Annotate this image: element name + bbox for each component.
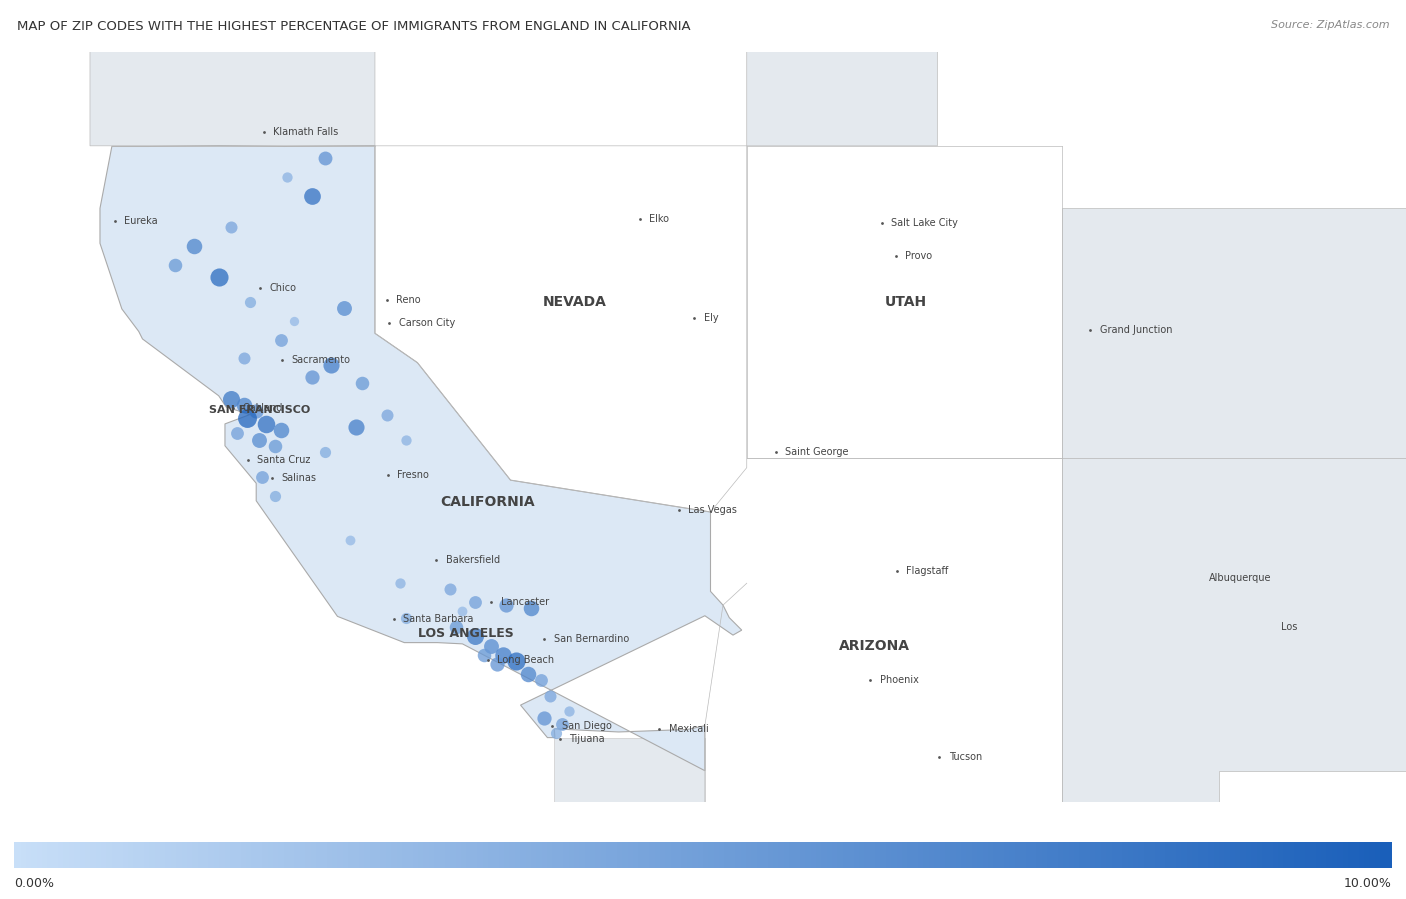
Point — [464, 629, 486, 644]
Point — [464, 595, 486, 610]
Point — [245, 405, 267, 419]
Text: CALIFORNIA: CALIFORNIA — [440, 495, 534, 509]
Point — [444, 619, 467, 634]
Text: Sacramento: Sacramento — [291, 354, 350, 364]
Point — [247, 432, 270, 447]
Text: MAP OF ZIP CODES WITH THE HIGHEST PERCENTAGE OF IMMIGRANTS FROM ENGLAND IN CALIF: MAP OF ZIP CODES WITH THE HIGHEST PERCEN… — [17, 20, 690, 32]
Point — [533, 710, 555, 725]
Point — [264, 488, 287, 503]
Text: San Bernardino: San Bernardino — [554, 634, 628, 644]
Text: Fresno: Fresno — [398, 469, 429, 479]
Point — [439, 583, 461, 597]
Point — [485, 657, 508, 672]
Point — [492, 648, 515, 663]
Point — [321, 357, 343, 371]
Text: Tucson: Tucson — [949, 752, 981, 762]
Point — [395, 432, 418, 447]
Text: Provo: Provo — [905, 252, 932, 262]
Point — [388, 576, 411, 591]
Point — [270, 423, 292, 437]
Text: Grand Junction: Grand Junction — [1099, 325, 1173, 334]
Point — [529, 673, 551, 688]
Point — [276, 170, 298, 184]
Text: Ely: Ely — [703, 313, 718, 323]
Text: Mexicali: Mexicali — [669, 725, 709, 734]
Point — [451, 604, 474, 619]
Text: Salt Lake City: Salt Lake City — [891, 218, 957, 228]
Text: Long Beach: Long Beach — [498, 655, 554, 665]
Point — [495, 598, 517, 612]
Text: Elko: Elko — [650, 214, 669, 224]
Point — [505, 654, 527, 669]
Point — [538, 689, 561, 703]
Point — [344, 420, 367, 434]
Point — [232, 352, 254, 366]
Point — [301, 189, 323, 203]
Point — [232, 398, 254, 413]
Point — [208, 270, 231, 284]
Point — [352, 376, 374, 390]
Text: LOS ANGELES: LOS ANGELES — [418, 627, 513, 640]
Text: Reno: Reno — [396, 295, 420, 305]
Point — [314, 151, 336, 165]
Text: Los: Los — [1281, 622, 1298, 632]
Text: Bakersfield: Bakersfield — [446, 555, 499, 565]
Text: NEVADA: NEVADA — [543, 295, 607, 309]
Text: Phoenix: Phoenix — [880, 675, 918, 685]
Text: Santa Barbara: Santa Barbara — [404, 615, 474, 625]
Polygon shape — [100, 146, 742, 770]
Text: Eureka: Eureka — [124, 216, 157, 226]
Text: 0.00%: 0.00% — [14, 877, 53, 889]
Point — [183, 238, 205, 253]
Point — [517, 667, 540, 681]
Text: Klamath Falls: Klamath Falls — [273, 127, 339, 137]
Point — [377, 407, 399, 422]
Point — [219, 392, 242, 406]
Point — [270, 333, 292, 347]
Text: 10.00%: 10.00% — [1344, 877, 1392, 889]
Point — [252, 470, 274, 485]
Text: Carson City: Carson City — [399, 318, 456, 328]
Polygon shape — [1063, 458, 1406, 802]
Text: Source: ZipAtlas.com: Source: ZipAtlas.com — [1271, 20, 1389, 30]
Text: Lancaster: Lancaster — [501, 597, 548, 607]
Point — [264, 439, 287, 453]
Point — [520, 601, 543, 616]
Text: Chico: Chico — [270, 282, 297, 293]
Point — [472, 648, 495, 663]
Point — [557, 704, 579, 718]
Point — [314, 445, 336, 459]
Point — [301, 369, 323, 384]
Text: Oakland: Oakland — [242, 404, 283, 414]
Point — [339, 532, 361, 547]
Text: ARIZONA: ARIZONA — [839, 638, 910, 653]
Polygon shape — [554, 737, 1375, 802]
Text: Salinas: Salinas — [281, 473, 316, 484]
Point — [332, 301, 354, 316]
Polygon shape — [596, 0, 938, 146]
Polygon shape — [1063, 209, 1406, 458]
Point — [551, 717, 574, 731]
Text: SAN FRANCISCO: SAN FRANCISCO — [209, 405, 311, 415]
Text: Tijuana: Tijuana — [569, 734, 605, 743]
Point — [546, 726, 568, 741]
Point — [226, 426, 249, 441]
Point — [163, 257, 186, 271]
Polygon shape — [90, 0, 596, 146]
Text: Santa Cruz: Santa Cruz — [257, 455, 311, 465]
Text: Albuquerque: Albuquerque — [1209, 574, 1271, 583]
Point — [219, 220, 242, 235]
Text: San Diego: San Diego — [562, 721, 612, 731]
Point — [254, 417, 277, 432]
Point — [236, 411, 259, 425]
Point — [395, 610, 418, 625]
Text: UTAH: UTAH — [884, 295, 927, 309]
Point — [479, 638, 502, 653]
Point — [239, 295, 262, 309]
Point — [283, 314, 305, 328]
Text: Flagstaff: Flagstaff — [905, 565, 948, 575]
Text: Saint George: Saint George — [786, 447, 849, 457]
Text: Las Vegas: Las Vegas — [688, 505, 737, 515]
